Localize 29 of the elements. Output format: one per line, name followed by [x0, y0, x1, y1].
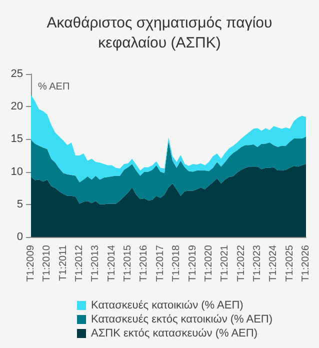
legend-label: Κατασκευές κατοικιών (% ΑΕΠ): [91, 300, 244, 312]
x-tick-label: T1:2021: [220, 244, 231, 282]
annotation: % ΑΕΠ: [38, 82, 70, 92]
x-tick-label: T1:2016: [138, 244, 150, 282]
y-tick-label: 5: [16, 198, 23, 210]
x-tick-label: T1:2018: [171, 244, 182, 282]
x-tick-label: T1:2011: [58, 244, 69, 281]
x-tick-label: T1:2015: [122, 244, 134, 282]
y-tick-label: 20: [10, 100, 23, 113]
legend-label: Κατασκευές εκτός κατοικιών (% ΑΕΠ): [91, 314, 273, 326]
x-tick-label: T1:2022: [236, 244, 247, 282]
x-tick-label: T1:2019: [187, 244, 198, 282]
x-tick-label: T1:2023: [252, 244, 263, 282]
x-tick-label: T1:2025: [284, 244, 296, 282]
x-tick-label: T1:2014: [106, 244, 118, 282]
x-tick-label: T1:2009: [26, 244, 36, 282]
y-tick-label: 0: [16, 231, 23, 243]
chart-title: Ακαθάριστος σχηματισμός παγίου κεφαλαίου (ΑΣΠΚ): [46, 14, 272, 52]
x-tick-label: T1:2024: [268, 244, 280, 282]
x-tick-label: T1:2020: [203, 244, 214, 282]
y-tick-label: 10: [10, 166, 23, 178]
x-tick-label: T1:2026: [300, 244, 312, 282]
legend-label: ΑΣΠΚ εκτός κατασκευών (% ΑΕΠ): [91, 328, 258, 340]
y-tick-label: 25: [10, 68, 23, 80]
x-tick-label: T1:2017: [154, 244, 166, 282]
x-tick-label: T1:2010: [42, 244, 53, 282]
y-tick-label: 15: [10, 133, 23, 146]
x-tick-label: T1:2012: [74, 244, 86, 282]
x-tick-label: T1:2013: [90, 244, 102, 282]
